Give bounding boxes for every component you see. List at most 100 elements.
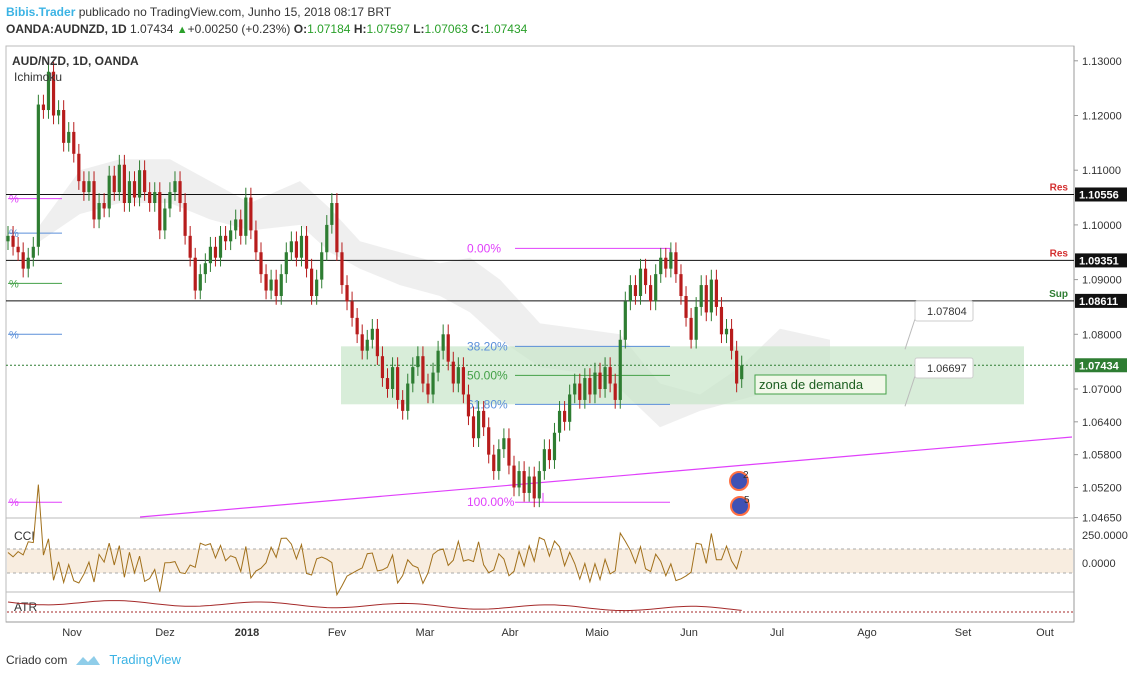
candle-body-117 [598, 372, 602, 389]
level-badge-0 [1075, 187, 1127, 202]
x-tick-label-10: Set [955, 627, 972, 639]
candle-body-141 [719, 306, 724, 335]
pane-title: AUD/NZD, 1D, OANDA [12, 54, 139, 68]
ascending-trendline [139, 436, 1073, 518]
level-badge-2 [1075, 293, 1127, 308]
callouts-layer: 1.07804 1.06697 2 5 [729, 300, 974, 516]
candle-body-2 [16, 246, 20, 253]
candle-body-103 [527, 476, 531, 493]
candle-body-136 [694, 306, 698, 340]
fib-label-1: 38.20% [467, 339, 508, 353]
event-badge-0 [729, 471, 749, 491]
high-value: 1.07597 [366, 22, 410, 36]
candle-body-142 [724, 328, 729, 335]
x-tick-label-0: Nov [62, 627, 82, 639]
level-tag-0: Res [1050, 182, 1069, 193]
candle-body-137 [699, 285, 703, 307]
candle-body-131 [669, 252, 673, 269]
price-pane-border [5, 45, 1075, 519]
candle-body-62 [320, 252, 324, 280]
trendline-layer [139, 436, 1073, 518]
fibonacci-layer: 0.00% 38.20% 50.00% 61.80% 100.00%%%%%% [8, 194, 671, 509]
candle-body-95 [487, 427, 491, 455]
candle-body-145 [740, 365, 744, 380]
y-tick-label-5: 1.08000 [1082, 329, 1122, 341]
candle-body-101 [517, 471, 521, 488]
event-badge-1 [730, 496, 750, 516]
last-price: 1.07434 [130, 22, 174, 36]
candle-body-100 [512, 465, 516, 488]
fib-edge-pct-2: % [9, 278, 19, 290]
symbol-label: OANDA:AUDNZD, 1D [6, 22, 127, 36]
candle-body-98 [502, 438, 506, 450]
candle-body-63 [325, 224, 329, 253]
level-badge-3 [1075, 358, 1127, 373]
candle-body-129 [659, 257, 663, 275]
candle-body-89 [456, 367, 460, 384]
open-value: 1.07184 [307, 22, 351, 36]
candle-body-26 [137, 170, 142, 198]
candle-body-15 [82, 181, 86, 193]
candle-body-12 [67, 131, 71, 143]
fib-label-4: 100.00% [467, 495, 515, 509]
candle-body-110 [563, 410, 567, 422]
candle-body-18 [97, 203, 101, 220]
candle-body-88 [451, 361, 455, 384]
candle-body-65 [335, 203, 339, 253]
cci-label: CCI [14, 529, 35, 543]
author-link[interactable]: Bibis.Trader [6, 5, 76, 19]
candle-body-83 [426, 383, 430, 395]
y-tick-label-1: 1.12000 [1082, 111, 1122, 123]
callout-box-1 [914, 357, 974, 379]
candle-body-66 [340, 252, 344, 286]
candle-body-106 [542, 449, 546, 472]
demand-zone-label-box [754, 374, 887, 395]
candle-body-102 [522, 471, 526, 493]
candle-body-29 [153, 192, 157, 204]
candle-body-76 [390, 367, 395, 389]
level-tag-2: Sup [1049, 289, 1068, 300]
fib-edge-pct-3: % [9, 329, 19, 341]
candle-body-72 [370, 328, 374, 340]
callout-box-0 [914, 300, 974, 322]
cci-tick-1: 0.0000 [1082, 558, 1116, 570]
candle-body-119 [608, 367, 612, 384]
candle-body-45 [234, 219, 238, 231]
created-with-label: Criado com [6, 652, 68, 667]
fib-label-2: 50.00% [467, 368, 508, 382]
candle-body-69 [355, 317, 359, 335]
candle-body-52 [269, 279, 273, 291]
y-tick-label-2: 1.11000 [1082, 165, 1121, 177]
time-axis: Nov Dez 2018 Fev Mar Abr Maio Jun Jul Ago Set Out [62, 627, 1054, 639]
candle-body-105 [537, 471, 541, 499]
candle-body-107 [547, 449, 552, 461]
candle-body-75 [385, 378, 390, 389]
x-tick-label-2: 2018 [235, 627, 259, 639]
candle-body-61 [315, 279, 319, 297]
candle-body-125 [638, 268, 643, 297]
callout-text-0: 1.07804 [927, 306, 967, 318]
y-tick-label-7: 1.06400 [1082, 417, 1122, 429]
y-tick-label-9: 1.05200 [1082, 482, 1122, 494]
candle-body-144 [735, 350, 739, 384]
candle-body-22 [117, 164, 121, 193]
tradingview-brand[interactable]: TradingView [109, 652, 181, 667]
candle-body-139 [709, 279, 713, 313]
candle-body-86 [441, 334, 445, 351]
level-badge-text-2: 1.08611 [1079, 296, 1118, 308]
candle-body-58 [299, 235, 304, 258]
candle-body-70 [360, 334, 364, 351]
candle-body-55 [284, 252, 288, 275]
candle-body-80 [411, 367, 415, 384]
candle-body-78 [401, 399, 405, 411]
candle-body-82 [421, 356, 425, 384]
candle-body-90 [461, 367, 465, 395]
candle-body-104 [532, 476, 536, 499]
candle-body-3 [21, 252, 25, 269]
candle-body-53 [274, 279, 278, 297]
candle-body-85 [436, 350, 440, 373]
candle-body-108 [552, 432, 557, 461]
candle-body-77 [396, 367, 400, 400]
x-tick-label-11: Out [1036, 627, 1054, 639]
